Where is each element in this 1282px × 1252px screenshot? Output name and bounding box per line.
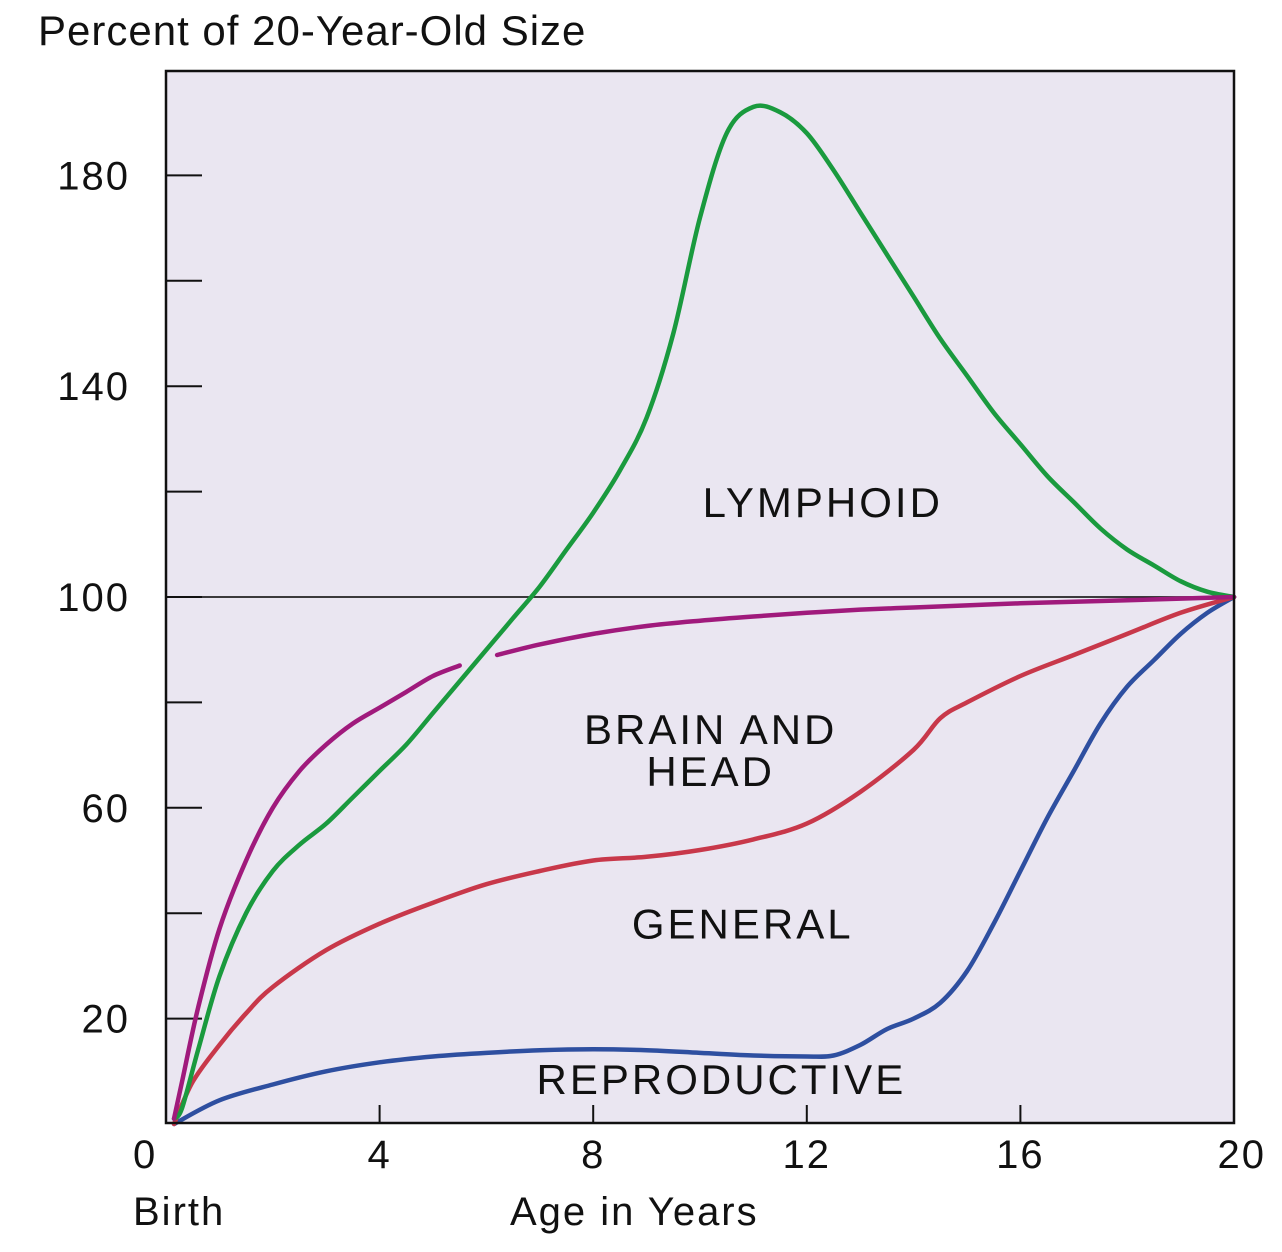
y-tick-label-60: 60: [82, 787, 131, 831]
plot-frame: [164, 69, 1236, 1125]
y-tick-label-180: 180: [57, 154, 130, 198]
series-label-reproductive: REPRODUCTIVE: [537, 1056, 907, 1103]
x-tick-label-20: 20: [1218, 1133, 1267, 1177]
x-tick-label-12: 12: [783, 1133, 832, 1177]
series-line-brain-and-head-segment-2: [494, 594, 1237, 658]
series-label-lymphoid: LYMPHOID: [703, 479, 943, 526]
series-layer: [171, 103, 1237, 1127]
x-axis-origin-label: Birth: [133, 1190, 225, 1234]
y-tick-label-20: 20: [82, 998, 131, 1042]
y-tick-label-140: 140: [57, 365, 130, 409]
series-label-head: HEAD: [646, 748, 775, 795]
series-line-brain-and-head-segment-1: [171, 663, 462, 1121]
series-label-brain-and: BRAIN AND: [584, 706, 837, 753]
series-line-reproductive: [171, 594, 1237, 1127]
axis-ticks-layer: 20 60 100 140 180 0 4 8 12 16 20: [57, 154, 1267, 1177]
chart-title: Percent of 20-Year-Old Size: [38, 7, 586, 54]
x-tick-label-8: 8: [581, 1133, 605, 1177]
y-tick-label-100: 100: [57, 576, 130, 620]
x-tick-label-0: 0: [133, 1133, 157, 1177]
x-tick-label-4: 4: [367, 1133, 391, 1177]
x-axis-label: Age in Years: [510, 1190, 759, 1234]
series-line-lymphoid: [171, 103, 1237, 1121]
series-label-general: GENERAL: [632, 901, 854, 948]
series-line-general: [171, 594, 1237, 1127]
x-tick-label-16: 16: [996, 1133, 1045, 1177]
